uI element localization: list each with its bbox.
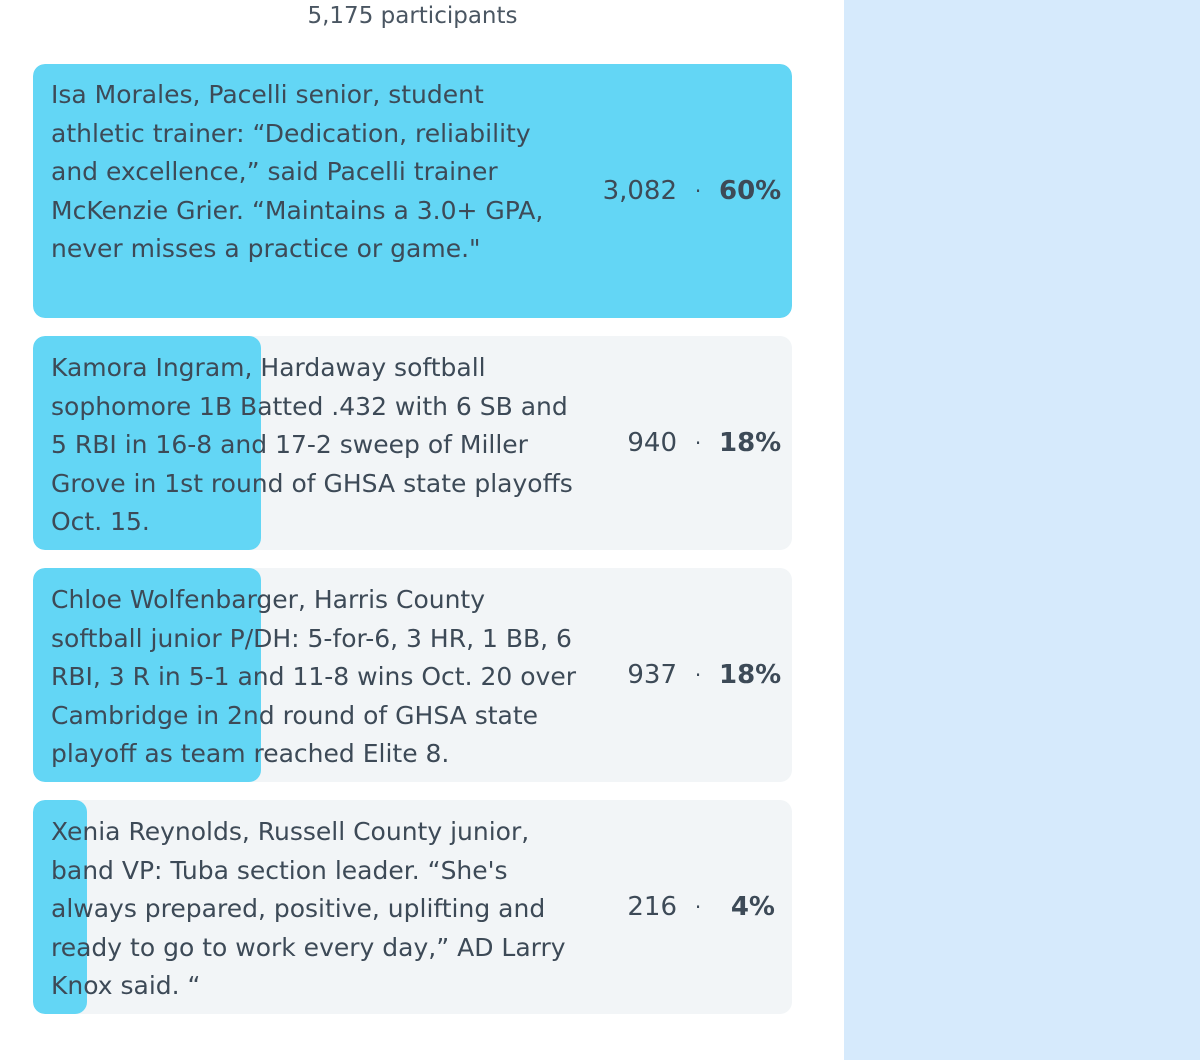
vote-count: 937	[627, 660, 677, 690]
side-panel	[844, 0, 1200, 1060]
vote-percent: 4%	[730, 892, 775, 922]
separator-dot: ·	[694, 663, 702, 687]
poll-option-chloe-wolfenbarger[interactable]: Chloe Wolfenbarger, Harris County softba…	[33, 568, 792, 782]
separator-dot: ·	[694, 431, 702, 455]
option-text: Chloe Wolfenbarger, Harris County softba…	[51, 585, 576, 768]
poll-option-xenia-reynolds[interactable]: Xenia Reynolds, Russell County junior, b…	[33, 800, 792, 1014]
option-text: Isa Morales, Pacelli senior, student ath…	[51, 80, 544, 263]
option-text: Xenia Reynolds, Russell County junior, b…	[51, 817, 566, 1000]
result-bar	[33, 336, 261, 550]
option-result: 937 · 18%	[627, 660, 782, 690]
result-bar	[33, 800, 87, 1014]
vote-count: 216	[627, 892, 677, 922]
option-text: Kamora Ingram, Hardaway softball sophomo…	[51, 353, 573, 536]
option-result: 3,082 · 60%	[602, 176, 782, 206]
participants-count: 5,175 participants	[307, 3, 518, 29]
separator-dot: ·	[694, 179, 702, 203]
vote-count: 3,082	[602, 176, 677, 206]
vote-count: 940	[627, 428, 677, 458]
vote-percent: 18%	[719, 660, 782, 690]
vote-percent: 18%	[719, 428, 782, 458]
result-bar	[33, 64, 792, 318]
option-result: 216 · 4%	[627, 892, 775, 922]
vote-percent: 60%	[719, 176, 782, 206]
separator-dot: ·	[694, 895, 702, 919]
result-bar	[33, 568, 261, 782]
poll-option-kamora-ingram[interactable]: Kamora Ingram, Hardaway softball sophomo…	[33, 336, 792, 550]
option-result: 940 · 18%	[627, 428, 782, 458]
poll-option-isa-morales[interactable]: Isa Morales, Pacelli senior, student ath…	[33, 64, 792, 318]
